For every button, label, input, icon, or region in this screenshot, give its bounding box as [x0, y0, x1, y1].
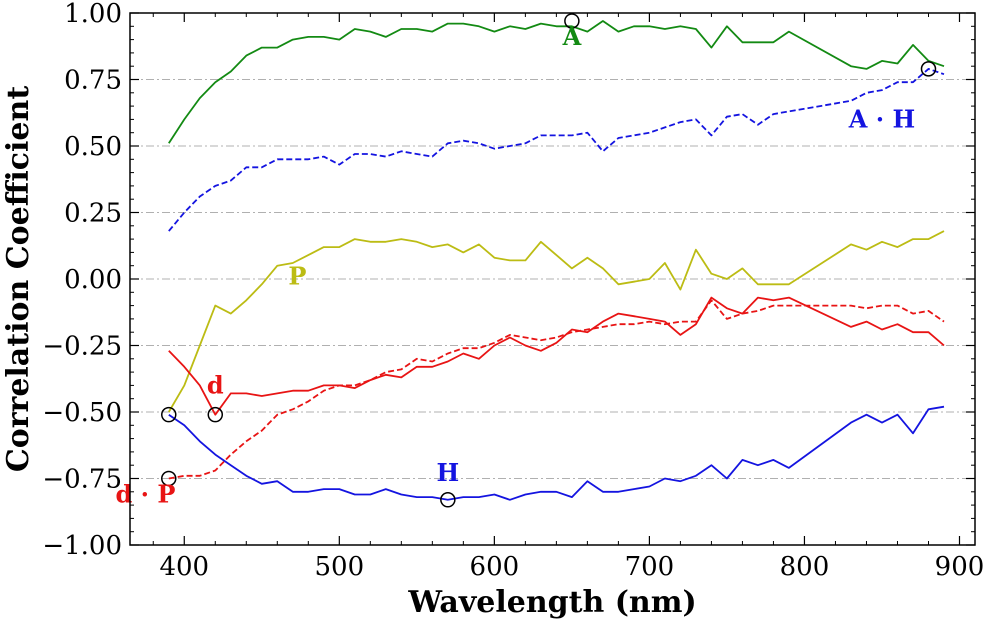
series-line-2 [168, 230, 945, 413]
highlight-marker [161, 406, 177, 423]
y-tick-label: 0.50 [64, 132, 122, 162]
y-tick-label: 0.75 [64, 66, 122, 96]
series-line-3 [168, 296, 945, 416]
series-label: d · P [116, 479, 176, 508]
series-label: d [207, 370, 224, 399]
y-tick-label: −1.00 [42, 531, 122, 561]
highlight-marker [920, 61, 937, 77]
y-tick-label: 1.00 [64, 0, 122, 29]
highlight-marker [440, 492, 456, 508]
series-lines [168, 20, 945, 501]
x-tick-label: 900 [935, 552, 985, 582]
highlight-marker [161, 470, 177, 487]
series-line-0 [168, 20, 945, 144]
series-label: A [562, 22, 582, 51]
y-axis-title: Correlation Coefficient [1, 86, 36, 472]
x-tick-label: 700 [625, 552, 675, 582]
series-labels: A A · H Pd d · P H [116, 22, 916, 509]
grid-lines [130, 79, 975, 479]
series-line-5 [168, 405, 945, 501]
x-tick-label: 600 [470, 552, 520, 582]
highlight-marker [207, 406, 224, 423]
y-tick-label: −0.25 [42, 332, 122, 362]
x-tick-label: 400 [159, 552, 209, 582]
series-line-4 [168, 299, 945, 480]
highlight-markers [161, 13, 937, 508]
highlight-marker [564, 13, 580, 29]
x-tick-label: 500 [314, 552, 364, 582]
y-tick-label: −0.50 [42, 398, 122, 428]
y-tick-label: −0.75 [42, 465, 122, 495]
series-label: P [288, 261, 306, 290]
x-tick-label: 800 [780, 552, 830, 582]
y-tick-label: 0.25 [64, 199, 122, 229]
series-line-1 [168, 68, 945, 232]
axis-ticks: 400 500 600 700 800 900 −1.00 −0.75 −0.50 −0.25 0.… [42, 0, 984, 582]
x-axis-title: Wavelength (nm) [407, 585, 696, 620]
series-label: A · H [848, 104, 915, 133]
series-label: H [437, 458, 460, 487]
y-tick-label: 0.00 [64, 265, 122, 295]
